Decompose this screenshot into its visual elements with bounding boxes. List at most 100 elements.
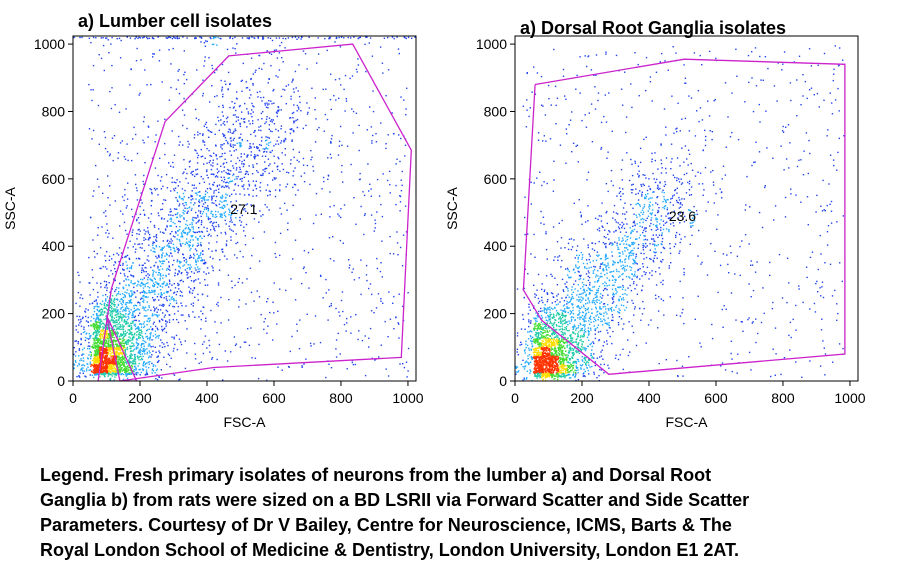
event-point: [214, 133, 216, 135]
event-point: [107, 301, 109, 304]
event-point: [296, 126, 299, 129]
event-point: [277, 76, 279, 78]
event-point: [634, 259, 636, 262]
event-point: [156, 374, 158, 376]
event-point: [267, 325, 269, 327]
event-point: [139, 334, 141, 336]
event-point: [185, 241, 188, 243]
event-point: [202, 196, 204, 198]
event-point: [205, 273, 207, 275]
event-point: [113, 362, 115, 364]
event-point: [114, 309, 117, 311]
event-point: [115, 340, 117, 343]
event-point: [251, 116, 253, 118]
event-point: [110, 377, 112, 380]
event-point: [124, 229, 127, 232]
event-point: [396, 36, 398, 38]
event-point: [125, 313, 127, 315]
event-point: [105, 366, 108, 368]
event-point: [213, 368, 215, 371]
event-point: [106, 37, 108, 39]
event-point: [305, 358, 307, 360]
event-point: [112, 365, 115, 367]
event-point: [161, 304, 163, 307]
event-point: [121, 340, 124, 342]
event-point: [185, 262, 187, 264]
event-point: [404, 205, 407, 207]
event-point: [231, 287, 233, 289]
event-point: [152, 297, 154, 299]
event-point: [99, 309, 101, 311]
event-point: [143, 250, 146, 252]
event-point: [186, 127, 188, 130]
event-point: [216, 303, 218, 305]
event-point: [284, 137, 287, 140]
event-point: [107, 347, 110, 349]
event-point: [211, 64, 213, 67]
event-point: [136, 338, 138, 340]
event-point: [209, 256, 211, 258]
event-point: [127, 325, 129, 327]
event-point: [216, 44, 218, 46]
event-point: [253, 146, 256, 148]
event-point: [241, 282, 244, 284]
event-point: [101, 365, 103, 367]
event-point: [151, 339, 153, 341]
event-point: [141, 264, 143, 267]
event-point: [98, 361, 100, 363]
event-point: [171, 181, 173, 184]
event-point: [123, 280, 125, 282]
event-point: [180, 198, 183, 200]
event-point: [109, 185, 111, 187]
event-point: [183, 73, 185, 76]
event-point: [103, 330, 105, 332]
event-point: [369, 37, 372, 39]
event-point: [200, 210, 202, 213]
event-point: [141, 243, 143, 245]
event-point: [169, 247, 172, 249]
event-point: [122, 337, 124, 340]
event-point: [165, 229, 167, 231]
event-point: [235, 193, 237, 195]
event-point: [128, 367, 130, 369]
event-point: [133, 363, 135, 365]
event-point: [137, 343, 140, 346]
event-point: [221, 63, 224, 66]
event-point: [200, 260, 202, 262]
event-point: [600, 313, 603, 315]
event-point: [598, 299, 600, 302]
event-point: [358, 37, 360, 39]
event-point: [169, 233, 172, 235]
event-point: [251, 36, 253, 38]
event-point: [112, 311, 114, 313]
event-point: [246, 87, 249, 89]
event-point: [120, 353, 123, 355]
event-point: [106, 361, 109, 363]
event-point: [95, 346, 97, 348]
event-point: [331, 134, 333, 137]
event-point: [161, 346, 164, 348]
event-point: [95, 370, 98, 372]
event-point: [105, 336, 107, 339]
event-point: [654, 214, 656, 216]
event-point: [78, 362, 80, 365]
event-point: [149, 352, 151, 354]
event-point: [116, 353, 118, 355]
event-point: [249, 143, 251, 145]
event-point: [134, 332, 136, 334]
event-point: [242, 118, 245, 120]
event-point: [181, 235, 183, 237]
event-point: [123, 332, 125, 334]
event-point: [160, 369, 162, 371]
event-point: [206, 126, 208, 129]
event-point: [117, 254, 120, 256]
event-point: [191, 235, 193, 238]
event-point: [239, 125, 242, 128]
event-point: [111, 328, 113, 330]
event-point: [221, 171, 223, 173]
event-point: [353, 279, 356, 281]
event-point: [182, 209, 185, 211]
event-point: [176, 179, 178, 181]
event-point: [133, 345, 135, 347]
event-point: [195, 150, 197, 152]
